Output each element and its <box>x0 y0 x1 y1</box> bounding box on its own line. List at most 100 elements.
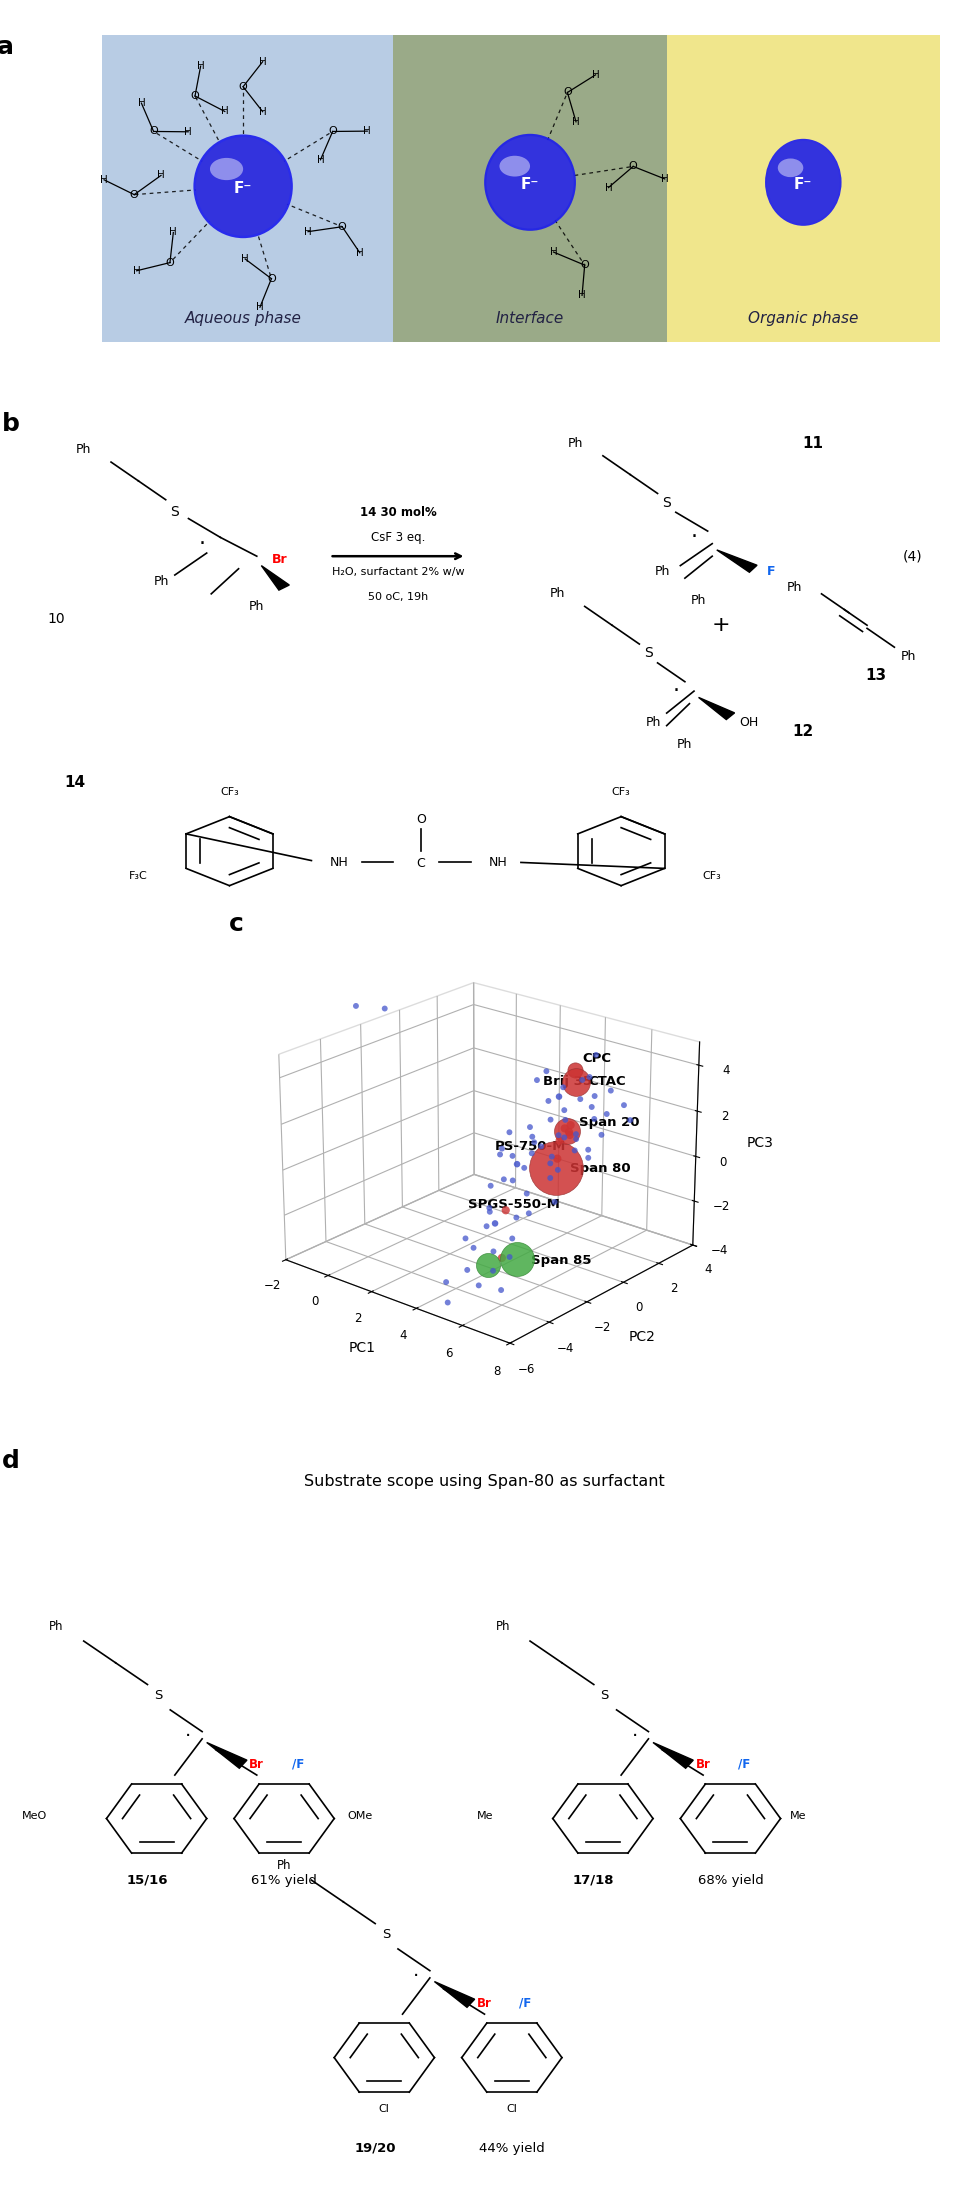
Text: H: H <box>133 266 141 275</box>
Text: C: C <box>417 858 425 871</box>
Text: Ph: Ph <box>568 438 583 451</box>
Text: NH: NH <box>488 855 508 869</box>
Text: O: O <box>328 128 337 136</box>
Text: H₂O, surfactant 2% w/w: H₂O, surfactant 2% w/w <box>331 567 464 576</box>
Bar <box>393 35 667 341</box>
Text: H: H <box>572 117 579 128</box>
Text: H: H <box>221 106 229 117</box>
Y-axis label: PC2: PC2 <box>629 1330 656 1344</box>
Text: 61% yield: 61% yield <box>251 1874 317 1887</box>
Text: 50 oC, 19h: 50 oC, 19h <box>368 592 428 603</box>
Text: 44% yield: 44% yield <box>479 2142 545 2155</box>
Text: Ph: Ph <box>691 594 706 607</box>
Text: Substrate scope using Span-80 as surfactant: Substrate scope using Span-80 as surfact… <box>304 1476 665 1489</box>
Text: 68% yield: 68% yield <box>698 1874 764 1887</box>
Text: S: S <box>154 1689 163 1702</box>
Text: S: S <box>171 506 179 519</box>
Text: CF₃: CF₃ <box>220 787 238 796</box>
Text: /F: /F <box>738 1757 750 1770</box>
Text: H: H <box>317 154 325 165</box>
Text: ·: · <box>185 1728 192 1746</box>
Text: Organic phase: Organic phase <box>748 310 859 325</box>
Text: O: O <box>191 90 200 101</box>
Text: H: H <box>197 62 204 70</box>
Text: OMe: OMe <box>348 1810 373 1821</box>
Text: Br: Br <box>477 1997 492 2010</box>
Text: 14 30 mol%: 14 30 mol% <box>359 506 436 519</box>
Text: H: H <box>304 226 312 237</box>
Text: ·: · <box>199 534 205 554</box>
Text: b: b <box>2 411 19 435</box>
Text: Ph: Ph <box>900 651 916 664</box>
Text: Interface: Interface <box>496 310 564 325</box>
Text: Me: Me <box>790 1810 806 1821</box>
Ellipse shape <box>766 139 841 226</box>
Polygon shape <box>262 565 290 589</box>
Ellipse shape <box>778 158 803 178</box>
Text: H: H <box>157 172 165 180</box>
Text: Ph: Ph <box>645 717 661 730</box>
X-axis label: PC1: PC1 <box>349 1341 376 1355</box>
Text: H: H <box>578 290 586 301</box>
Text: Ph: Ph <box>153 574 169 587</box>
Text: O: O <box>238 81 247 92</box>
Polygon shape <box>653 1742 693 1768</box>
Ellipse shape <box>196 136 291 235</box>
Text: ·: · <box>632 1728 638 1746</box>
Text: H: H <box>661 174 669 185</box>
Text: Ph: Ph <box>787 581 802 594</box>
Text: NH: NH <box>329 855 348 869</box>
Polygon shape <box>717 550 757 572</box>
Ellipse shape <box>210 158 243 180</box>
Text: O: O <box>149 128 158 136</box>
Text: CF₃: CF₃ <box>611 787 631 796</box>
Text: H: H <box>259 57 266 66</box>
Text: /F: /F <box>292 1757 304 1770</box>
Text: Ph: Ph <box>277 1858 292 1871</box>
Ellipse shape <box>766 141 840 224</box>
Text: 11: 11 <box>802 435 823 451</box>
Text: F: F <box>767 565 775 578</box>
Text: O: O <box>563 88 572 97</box>
Text: H: H <box>138 99 145 108</box>
Text: O: O <box>130 189 139 200</box>
Text: 19/20: 19/20 <box>355 2142 396 2155</box>
Text: 15/16: 15/16 <box>127 1874 169 1887</box>
Text: Cl: Cl <box>379 2104 390 2113</box>
Text: 13: 13 <box>865 668 887 684</box>
Text: H: H <box>592 70 600 79</box>
Bar <box>102 35 393 341</box>
Text: Ph: Ph <box>549 587 565 600</box>
Text: Ph: Ph <box>495 1621 510 1634</box>
Text: S: S <box>644 647 653 660</box>
Text: ·: · <box>413 1966 420 1986</box>
Text: S: S <box>601 1689 609 1702</box>
Text: H: H <box>170 226 177 237</box>
Text: Br: Br <box>271 552 288 565</box>
Text: OH: OH <box>739 717 759 730</box>
Text: Me: Me <box>477 1810 493 1821</box>
Text: Ph: Ph <box>677 739 693 752</box>
Text: 10: 10 <box>47 611 65 627</box>
Text: CsF 3 eq.: CsF 3 eq. <box>371 530 425 543</box>
Text: O: O <box>580 259 589 270</box>
Text: ·: · <box>691 528 698 548</box>
Text: 17/18: 17/18 <box>573 1874 614 1887</box>
Text: Ph: Ph <box>249 600 265 614</box>
Text: Cl: Cl <box>507 2104 517 2113</box>
Text: Aqueous phase: Aqueous phase <box>185 310 301 325</box>
Bar <box>667 35 940 341</box>
Ellipse shape <box>499 156 530 176</box>
Text: H: H <box>356 248 363 257</box>
Text: S: S <box>662 495 672 510</box>
Text: +: + <box>712 616 731 636</box>
Text: ·: · <box>672 682 679 701</box>
Text: Ph: Ph <box>654 565 670 578</box>
Text: Ph: Ph <box>76 442 91 455</box>
Text: d: d <box>2 1449 19 1473</box>
Text: Br: Br <box>696 1757 710 1770</box>
Text: H: H <box>184 128 192 136</box>
Text: F⁻: F⁻ <box>521 178 539 191</box>
Text: H: H <box>100 174 108 185</box>
Text: H: H <box>363 125 371 136</box>
